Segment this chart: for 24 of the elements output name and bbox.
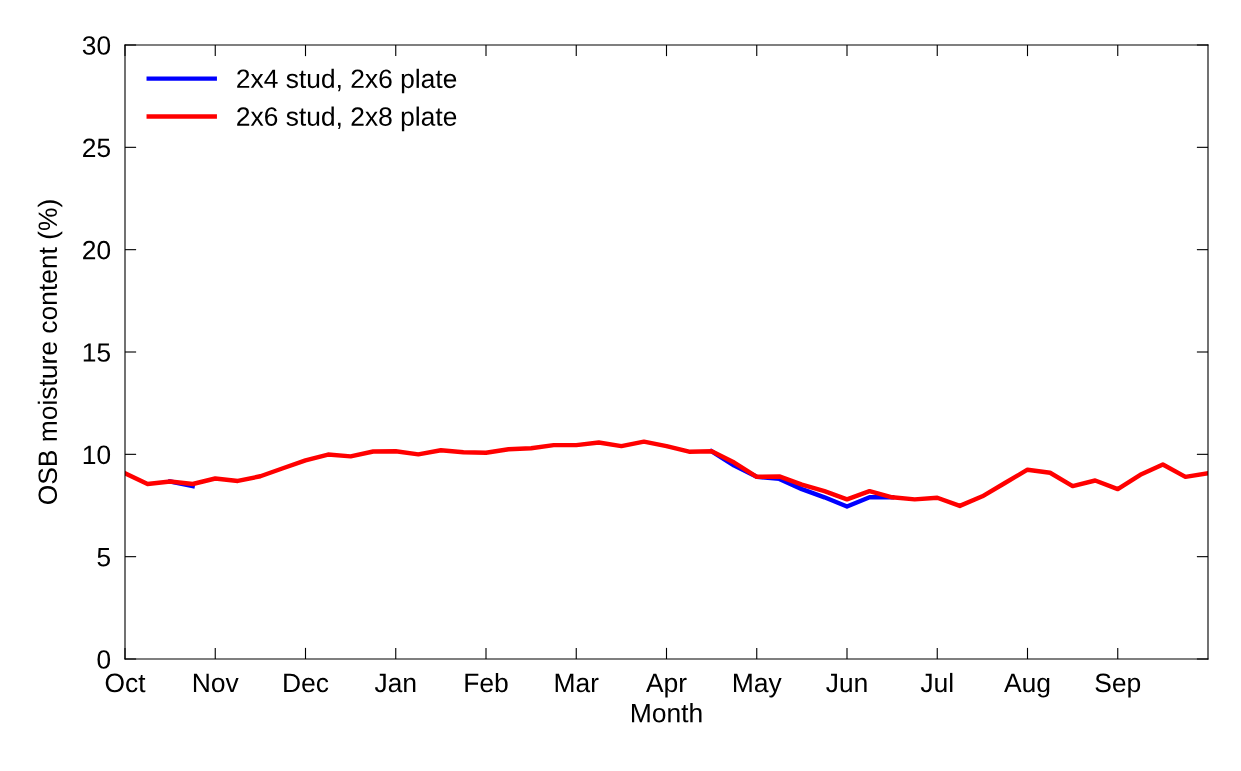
x-tick-label: Oct	[105, 673, 146, 693]
x-tick-label: Feb	[465, 672, 508, 693]
y-tick-label: 10	[83, 445, 111, 465]
x-tick-label: Jun	[826, 673, 867, 693]
legend-label: 2x4 stud, 2x6 plate	[237, 68, 457, 94]
x-tick-label: May	[733, 673, 782, 698]
y-tick-label: 20	[83, 240, 111, 260]
x-tick-label: Jan	[374, 673, 416, 693]
x-tick-label: Mar	[555, 673, 599, 693]
x-tick-label: Sep	[1095, 673, 1141, 698]
x-axis-title: Month	[632, 703, 702, 723]
y-tick-label: 25	[83, 138, 111, 158]
y-tick-label: 15	[83, 343, 111, 362]
legend-label: 2x6 stud, 2x8 plate	[237, 106, 457, 132]
x-tick-label: Jul	[920, 672, 953, 693]
x-tick-label: Aug	[1004, 673, 1050, 698]
x-tick-label: Apr	[646, 673, 687, 698]
y-tick-label: 5	[97, 548, 111, 567]
x-tick-label: Nov	[193, 673, 239, 693]
y-tick-label: 0	[97, 650, 111, 669]
x-tick-label: Dec	[284, 673, 329, 693]
y-tick-label: 30	[82, 36, 111, 55]
y-axis-title: OSB moisture content (%)	[37, 200, 63, 504]
line-series	[125, 439, 1208, 509]
